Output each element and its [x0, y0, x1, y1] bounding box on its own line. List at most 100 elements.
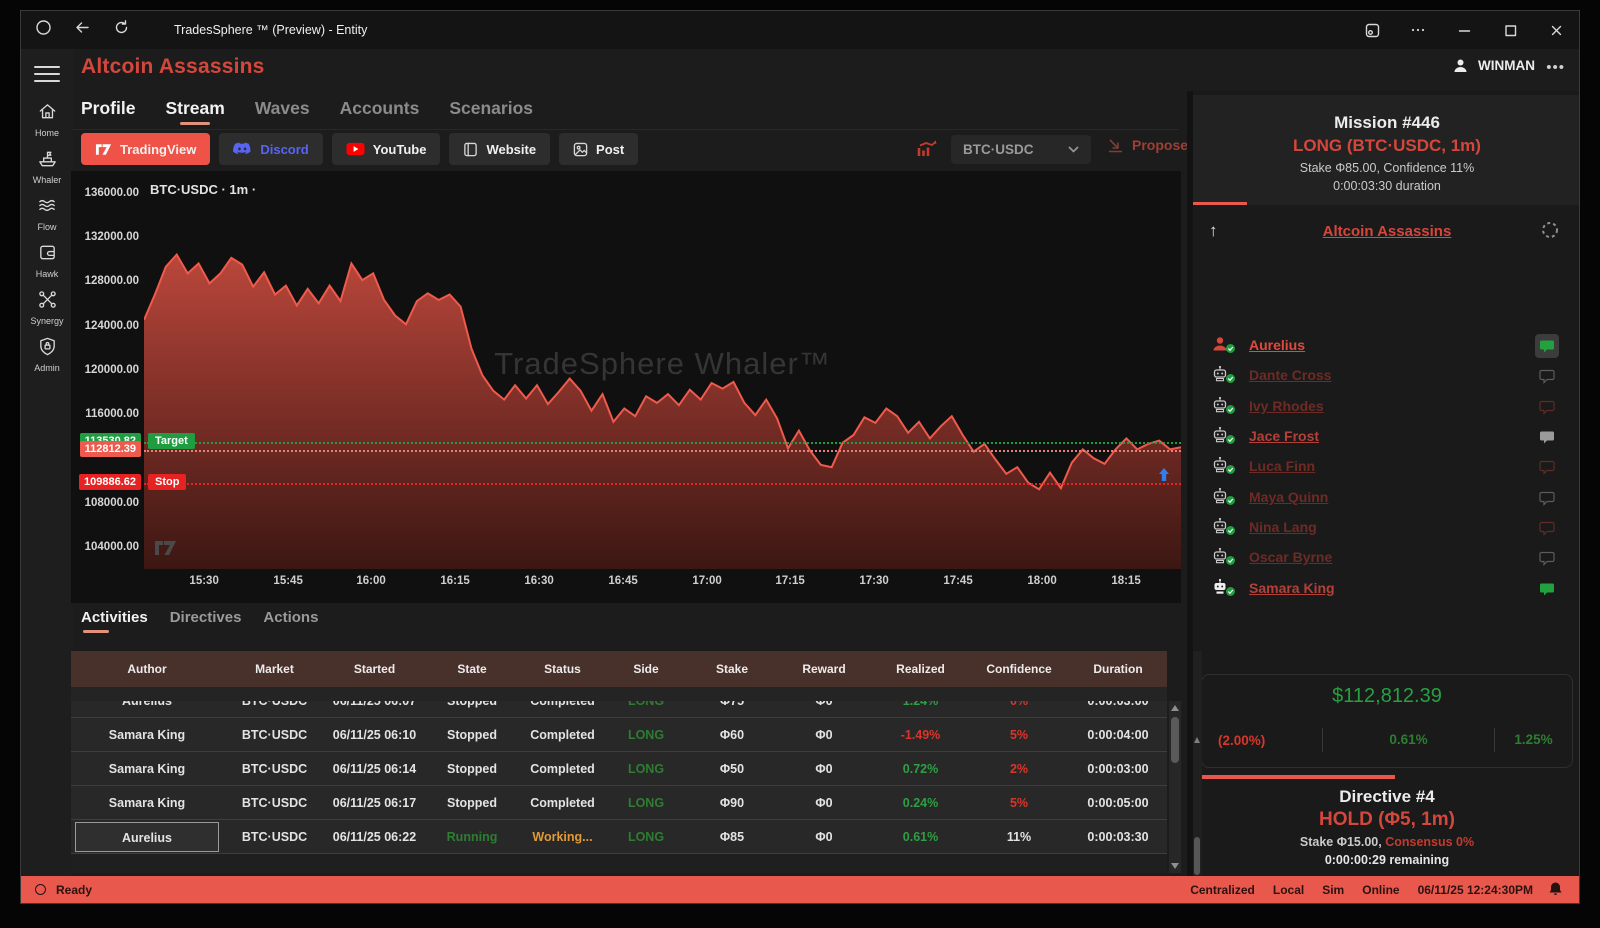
- member-link[interactable]: Maya Quinn: [1249, 489, 1329, 505]
- tradingview-icon: [95, 143, 112, 155]
- robot-avatar-icon: [1211, 578, 1235, 598]
- table-row[interactable]: Samara King BTC·USDC 06/11/25 06:10 Stopped…: [71, 718, 1167, 752]
- sidebar-item-whaler[interactable]: Whaler: [21, 148, 73, 194]
- propose-button[interactable]: Propose: [1107, 137, 1188, 153]
- bell-icon[interactable]: [1548, 881, 1563, 900]
- scroll-thumb[interactable]: [1171, 717, 1179, 763]
- check-badge-icon: [1226, 431, 1235, 449]
- x-tick-label: 16:30: [524, 575, 554, 587]
- member-link[interactable]: Nina Lang: [1249, 519, 1317, 535]
- youtube-button[interactable]: YouTube: [331, 133, 441, 165]
- sidebar-panel-icon[interactable]: [1349, 11, 1395, 49]
- scroll-up-icon[interactable]: [1171, 705, 1179, 711]
- price-chart[interactable]: TradeSphere Whaler™ BTC·USDC · 1m · Targ…: [144, 176, 1181, 569]
- refresh-icon[interactable]: [113, 19, 130, 41]
- table-row[interactable]: Samara King BTC·USDC 06/11/25 06:17 Stopped…: [71, 786, 1167, 820]
- panel-scrollbar[interactable]: [1193, 651, 1202, 878]
- activity-tabs: Activities Directives Actions: [81, 609, 318, 633]
- sidebar-item-flow[interactable]: Flow: [21, 195, 73, 241]
- scroll-up-icon[interactable]: [1194, 737, 1200, 743]
- tab-activities[interactable]: Activities: [81, 609, 148, 633]
- robot-avatar-icon: [1211, 365, 1235, 385]
- page-title: Altcoin Assassins: [81, 55, 265, 78]
- chart-symbol-label[interactable]: BTC·USDC · 1m ·: [150, 182, 257, 197]
- collapse-up-icon[interactable]: ↑: [1209, 221, 1218, 240]
- member-link[interactable]: Oscar Byrne: [1249, 549, 1333, 565]
- maximize-button[interactable]: [1487, 11, 1533, 49]
- tab-profile[interactable]: Profile: [81, 98, 136, 118]
- member-row[interactable]: Jace Frost: [1193, 424, 1579, 452]
- chat-bubble-icon[interactable]: [1535, 334, 1559, 358]
- member-link[interactable]: Ivy Rhodes: [1249, 398, 1324, 414]
- sidebar-item-hawk[interactable]: Hawk: [21, 242, 73, 288]
- scroll-thumb[interactable]: [1194, 837, 1200, 875]
- member-link[interactable]: Luca Finn: [1249, 458, 1316, 474]
- table-body: Aurelius BTC·USDC 06/11/25 06:07 Stopped Com…: [71, 701, 1167, 873]
- chat-bubble-icon[interactable]: [1535, 455, 1559, 479]
- x-tick-label: 18:00: [1027, 575, 1057, 587]
- robot-avatar-icon: [1211, 487, 1235, 507]
- tradingview-logo-icon[interactable]: [154, 539, 180, 561]
- x-tick-label: 17:30: [859, 575, 889, 587]
- table-scrollbar[interactable]: [1169, 701, 1181, 873]
- y-tick-label: 108000.00: [84, 496, 139, 509]
- x-tick-label: 16:45: [608, 575, 638, 587]
- chat-bubble-icon[interactable]: [1535, 364, 1559, 388]
- member-row[interactable]: Nina Lang: [1193, 515, 1579, 543]
- member-row[interactable]: Samara King: [1193, 576, 1579, 604]
- chat-bubble-icon[interactable]: [1535, 516, 1559, 540]
- member-row[interactable]: Dante Cross: [1193, 363, 1579, 391]
- member-link[interactable]: Aurelius: [1249, 337, 1306, 353]
- mission-progress-bar: [1193, 202, 1248, 205]
- sidebar-item-home[interactable]: Home: [21, 101, 73, 147]
- tradingview-button[interactable]: TradingView: [81, 133, 211, 165]
- chat-bubble-icon[interactable]: [1535, 577, 1559, 601]
- target-label: Target: [148, 433, 195, 450]
- chat-bubble-icon[interactable]: [1535, 486, 1559, 510]
- titlebar-more-icon[interactable]: [1395, 11, 1441, 49]
- chat-bubble-icon[interactable]: [1535, 425, 1559, 449]
- sidebar-item-admin[interactable]: Admin: [21, 336, 73, 382]
- member-row[interactable]: Luca Finn: [1193, 454, 1579, 482]
- tab-stream[interactable]: Stream: [165, 98, 224, 127]
- discord-button[interactable]: Discord: [219, 133, 323, 165]
- close-button[interactable]: [1533, 11, 1579, 49]
- x-tick-label: 16:15: [440, 575, 470, 587]
- member-link[interactable]: Dante Cross: [1249, 367, 1332, 383]
- x-tick-label: 15:30: [189, 575, 219, 587]
- menu-icon[interactable]: [34, 63, 60, 85]
- member-row[interactable]: Ivy Rhodes: [1193, 394, 1579, 422]
- tab-scenarios[interactable]: Scenarios: [449, 98, 534, 118]
- member-row[interactable]: Oscar Byrne: [1193, 545, 1579, 573]
- tab-actions[interactable]: Actions: [263, 609, 319, 626]
- chat-bubble-icon[interactable]: [1535, 395, 1559, 419]
- tab-accounts[interactable]: Accounts: [339, 98, 420, 118]
- sidebar-item-synergy[interactable]: Synergy: [21, 289, 73, 335]
- loading-spinner-icon: [1541, 221, 1559, 244]
- member-link[interactable]: Jace Frost: [1249, 428, 1320, 444]
- mission-duration: 0:00:03:30 duration: [1333, 179, 1441, 193]
- back-icon[interactable]: [74, 19, 91, 41]
- member-row[interactable]: Aurelius: [1193, 333, 1579, 361]
- scroll-down-icon[interactable]: [1171, 863, 1179, 869]
- home-icon: [39, 104, 55, 119]
- mission-card: Mission #446 LONG (BTC·USDC, 1m) Stake Φ…: [1193, 95, 1579, 205]
- chat-bubble-icon[interactable]: [1535, 546, 1559, 570]
- tab-waves[interactable]: Waves: [254, 98, 310, 118]
- performance-row: (2.00%) 0.61% 1.25%: [1202, 721, 1572, 759]
- member-link[interactable]: Samara King: [1249, 580, 1335, 596]
- table-row-selected[interactable]: Aurelius BTC·USDC 06/11/25 06:22 Running Wor…: [71, 820, 1167, 854]
- market-select[interactable]: BTC·USDC: [951, 135, 1091, 164]
- table-row[interactable]: Samara King BTC·USDC 06/11/25 06:14 Stopped…: [71, 752, 1167, 786]
- change-right-value: 1.25%: [1494, 728, 1572, 752]
- website-button[interactable]: Website: [449, 133, 551, 165]
- post-button[interactable]: Post: [559, 133, 639, 165]
- table-row[interactable]: Aurelius BTC·USDC 06/11/25 06:07 Stopped Com…: [71, 701, 1167, 718]
- tab-directives[interactable]: Directives: [169, 609, 242, 626]
- minimize-button[interactable]: [1441, 11, 1487, 49]
- member-row[interactable]: Maya Quinn: [1193, 485, 1579, 513]
- header-more-icon[interactable]: •••: [1546, 59, 1565, 76]
- team-link[interactable]: Altcoin Assassins: [1322, 223, 1452, 240]
- user-menu[interactable]: WINMAN: [1452, 57, 1535, 74]
- person-avatar-icon: [1211, 335, 1235, 355]
